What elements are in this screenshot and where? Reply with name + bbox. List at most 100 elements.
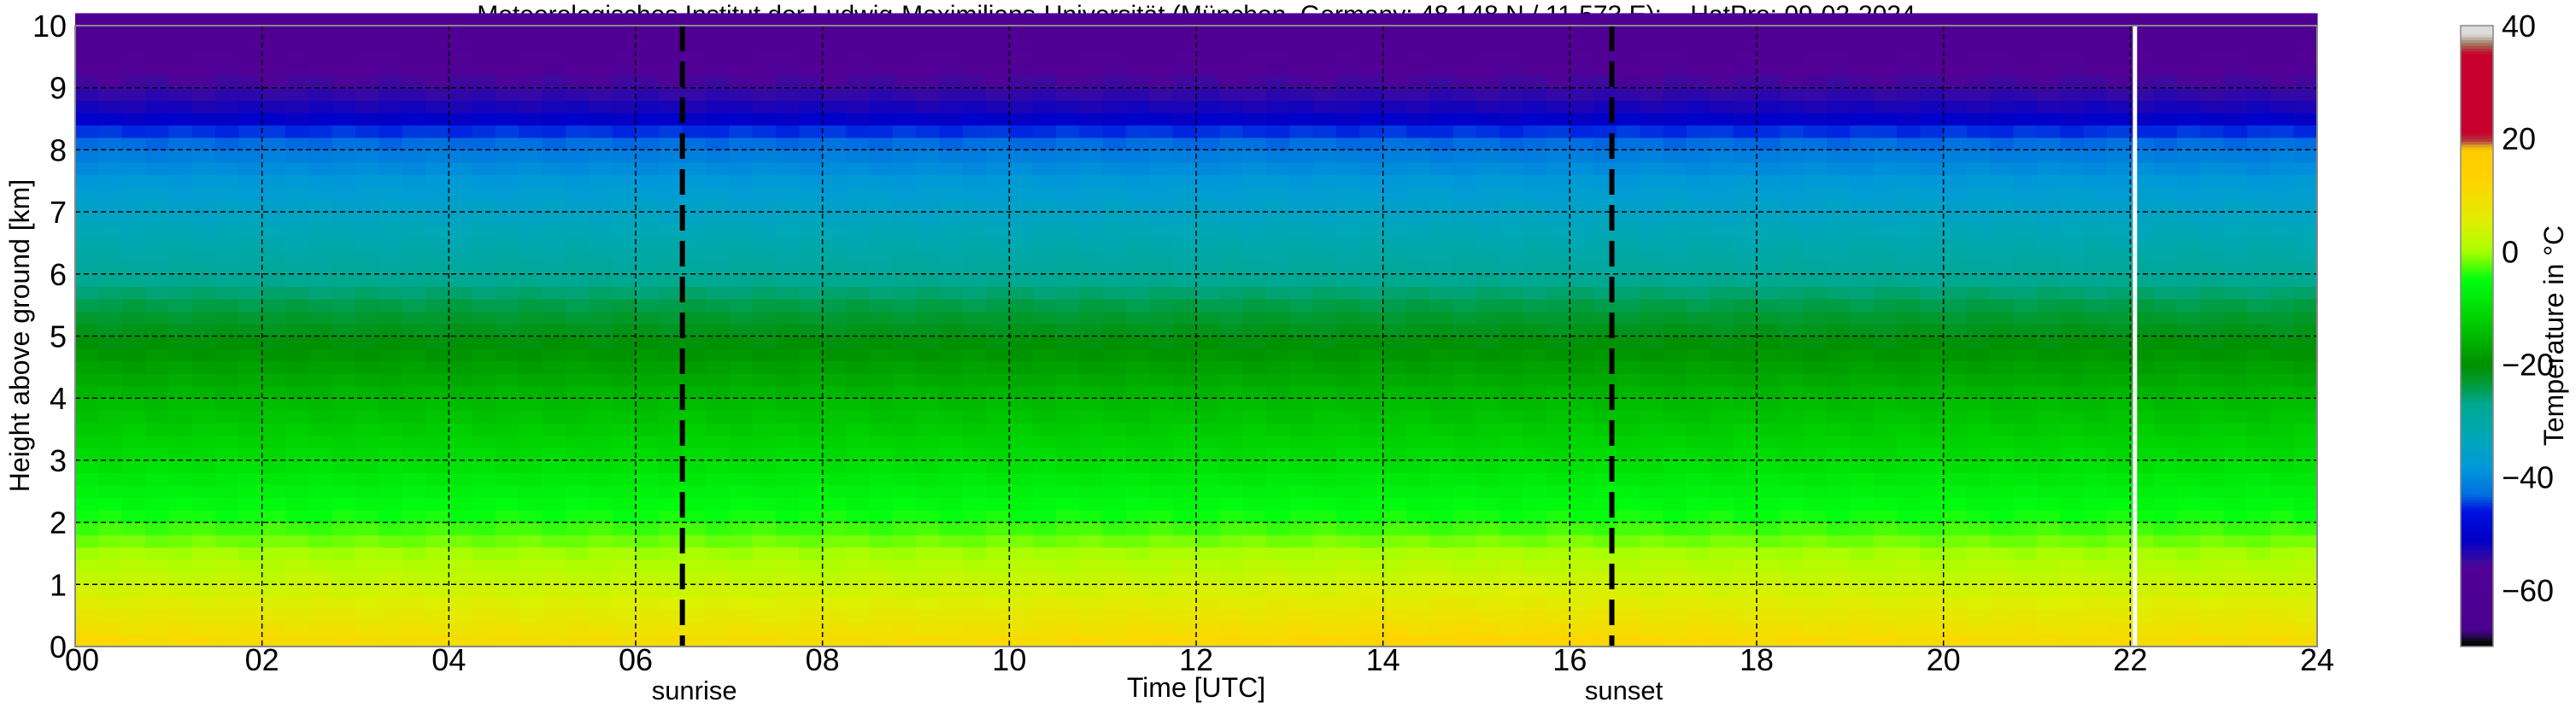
heatmap-cell (425, 100, 449, 113)
heatmap-cell (1757, 88, 1781, 101)
heatmap-cell (1243, 373, 1267, 386)
heatmap-cell (846, 348, 870, 361)
heatmap-cell (543, 634, 566, 647)
heatmap-cell (1944, 26, 1968, 38)
heatmap-cell (1336, 436, 1360, 448)
heatmap-cell (2224, 609, 2248, 622)
heatmap-cell (823, 373, 847, 386)
heatmap-cell (1523, 559, 1547, 572)
heatmap-cell (916, 75, 940, 88)
heatmap-cell (192, 373, 216, 386)
heatmap-cell (753, 63, 777, 76)
heatmap-cell (1640, 261, 1664, 274)
heatmap-cell (1523, 448, 1547, 460)
heatmap-cell (2154, 26, 2178, 38)
heatmap-cell (449, 348, 472, 361)
heatmap-cell (1079, 249, 1103, 262)
heatmap-cell (2247, 225, 2271, 237)
heatmap-cell (1850, 149, 1874, 162)
heatmap-cell (1033, 510, 1057, 523)
heatmap-cell (402, 274, 426, 287)
heatmap-cell (2177, 547, 2201, 560)
colorbar-segment (2461, 588, 2493, 591)
heatmap-cell (2177, 249, 2201, 262)
heatmap-cell (543, 286, 566, 299)
heatmap-cell (706, 63, 730, 76)
heatmap-cell (1804, 361, 1828, 374)
heatmap-cell (729, 138, 753, 150)
heatmap-cell (238, 38, 262, 51)
heatmap-cell (589, 75, 613, 88)
heatmap-cell (285, 13, 309, 26)
heatmap-cell (449, 138, 472, 150)
heatmap-cell (729, 448, 753, 460)
heatmap-cell (1499, 274, 1523, 287)
heatmap-cell (402, 373, 426, 386)
heatmap-cell (823, 162, 847, 175)
heatmap-cell (1990, 225, 2014, 237)
heatmap-cell (1687, 149, 1710, 162)
heatmap-cell (1009, 13, 1033, 26)
heatmap-cell (1757, 200, 1781, 213)
heatmap-cell (2060, 559, 2084, 572)
heatmap-cell (1359, 523, 1383, 535)
heatmap-cell (1103, 324, 1127, 336)
heatmap-cell (1640, 286, 1664, 299)
heatmap-cell (1897, 535, 1921, 547)
heatmap-cell (1523, 138, 1547, 150)
heatmap-cell (1920, 113, 1944, 126)
heatmap-cell (1009, 559, 1033, 572)
heatmap-cell (1266, 162, 1290, 175)
heatmap-cell (215, 261, 239, 274)
heatmap-cell (753, 187, 777, 200)
heatmap-cell (402, 212, 426, 225)
heatmap-cell (1874, 138, 1898, 150)
heatmap-cell (425, 398, 449, 411)
heatmap-cell (1617, 336, 1640, 349)
heatmap-cell (2060, 237, 2084, 249)
heatmap-cell (285, 559, 309, 572)
heatmap-cell (472, 386, 496, 399)
heatmap-cell (355, 212, 379, 225)
heatmap-cell (1687, 597, 1710, 610)
heatmap-cell (2247, 373, 2271, 386)
heatmap-cell (613, 498, 637, 511)
heatmap-cell (613, 472, 637, 485)
heatmap-cell (1243, 597, 1267, 610)
heatmap-cell (776, 423, 800, 436)
heatmap-cell (1196, 485, 1220, 498)
heatmap-cell (192, 100, 216, 113)
heatmap-cell (1664, 361, 1687, 374)
heatmap-cell (1780, 535, 1804, 547)
heatmap-cell (636, 411, 660, 424)
heatmap-cell (799, 559, 823, 572)
heatmap-cell (799, 311, 823, 324)
heatmap-cell (636, 225, 660, 237)
heatmap-cell (1056, 622, 1080, 635)
heatmap-cell (2177, 100, 2201, 113)
heatmap-cell (846, 311, 870, 324)
heatmap-cell (1103, 411, 1127, 424)
heatmap-cell (2084, 373, 2108, 386)
heatmap-cell (1359, 609, 1383, 622)
heatmap-cell (1640, 597, 1664, 610)
heatmap-cell (1336, 423, 1360, 436)
heatmap-cell (963, 261, 987, 274)
heatmap-cell (1710, 386, 1734, 399)
heatmap-cell (2107, 348, 2131, 361)
colorbar-segment (2461, 582, 2493, 585)
heatmap-cell (1476, 584, 1500, 597)
heatmap-cell (332, 138, 356, 150)
heatmap-cell (1289, 113, 1313, 126)
heatmap-cell (706, 373, 730, 386)
heatmap-cell (916, 498, 940, 511)
heatmap-cell (2107, 113, 2131, 126)
heatmap-cell (1499, 212, 1523, 225)
heatmap-cell (496, 88, 519, 101)
heatmap-cell (2224, 237, 2248, 249)
heatmap-cell (1640, 274, 1664, 287)
heatmap-cell (1710, 547, 1734, 560)
heatmap-cell (1640, 622, 1664, 635)
heatmap-cell (122, 423, 146, 436)
heatmap-cell (1897, 523, 1921, 535)
